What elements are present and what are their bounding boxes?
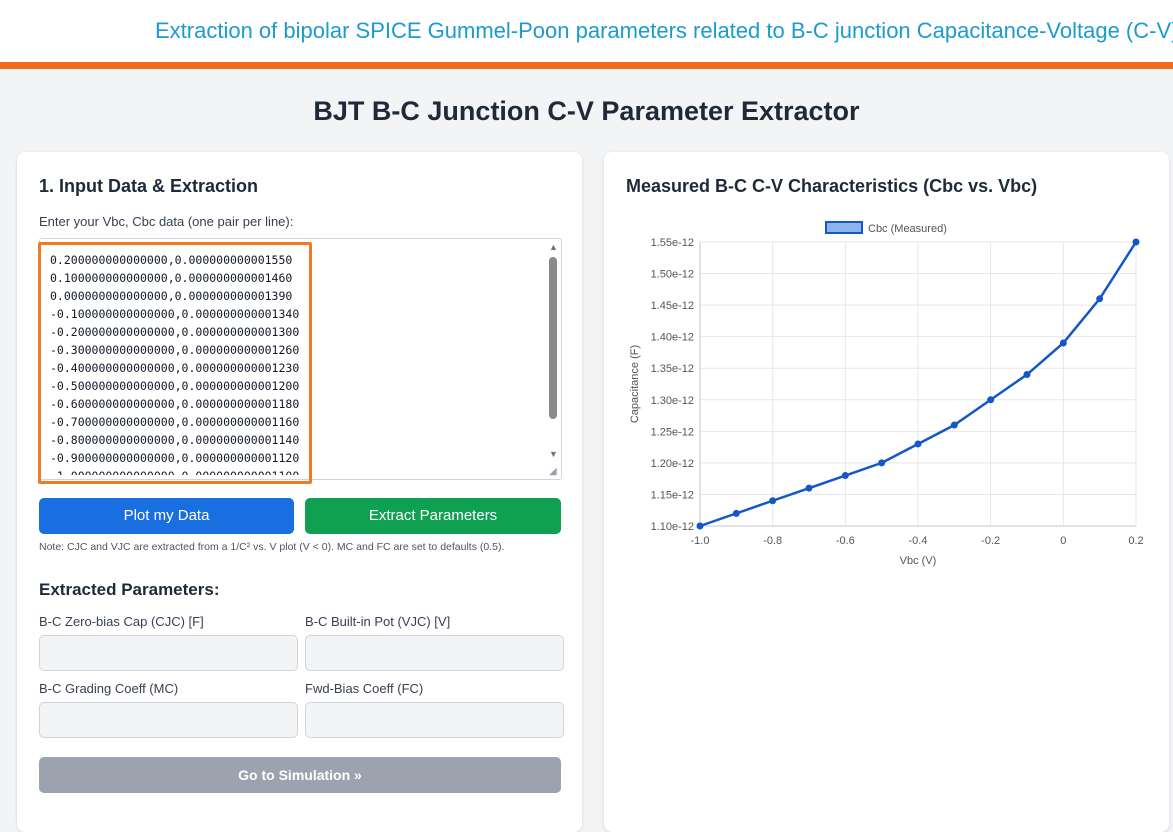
data-point <box>950 421 958 429</box>
input-extraction-card: 1. Input Data & Extraction Enter your Vb… <box>17 152 582 832</box>
x-tick-label: -0.6 <box>836 535 855 547</box>
data-point <box>914 440 922 448</box>
y-tick-label: 1.15e-12 <box>651 489 694 501</box>
cjc-field[interactable] <box>39 635 298 671</box>
y-tick-label: 1.30e-12 <box>651 395 694 407</box>
data-line: -0.300000000000000,0.000000000001260 <box>50 343 300 357</box>
x-tick-label: -0.8 <box>763 535 782 547</box>
data-textarea[interactable]: 0.200000000000000,0.000000000001550 0.100… <box>39 238 562 480</box>
legend-swatch <box>825 221 863 234</box>
x-tick-label: 0 <box>1060 535 1066 547</box>
y-tick-label: 1.20e-12 <box>651 458 694 470</box>
mc-label: B-C Grading Coeff (MC) <box>39 681 179 696</box>
scrollbar-thumb[interactable] <box>549 257 557 419</box>
data-input-label: Enter your Vbc, Cbc data (one pair per l… <box>39 214 294 229</box>
data-point <box>987 396 995 404</box>
data-point <box>805 484 813 492</box>
x-tick-label: 0.2 <box>1128 535 1143 547</box>
banner-title: Extraction of bipolar SPICE Gummel-Poon … <box>155 18 1173 43</box>
fc-label: Fwd-Bias Coeff (FC) <box>305 681 424 696</box>
data-line: -0.800000000000000,0.000000000001140 <box>50 433 300 447</box>
data-point <box>878 459 886 467</box>
y-tick-label: 1.25e-12 <box>651 426 694 438</box>
vjc-field[interactable] <box>305 635 564 671</box>
y-tick-label: 1.45e-12 <box>651 300 694 312</box>
data-line: 0.000000000000000,0.000000000001390 <box>50 289 293 303</box>
data-point <box>1132 238 1140 246</box>
extraction-note: Note: CJC and VJC are extracted from a 1… <box>39 541 505 553</box>
y-axis-title: Capacitance (F) <box>629 345 641 423</box>
plot-data-button[interactable]: Plot my Data <box>39 498 294 534</box>
chart-card-title: Measured B-C C-V Characteristics (Cbc vs… <box>626 176 1038 196</box>
banner-accent-bar <box>0 62 1173 69</box>
data-point <box>769 497 777 505</box>
data-textarea-content[interactable]: 0.200000000000000,0.000000000001550 0.100… <box>50 251 299 475</box>
data-line: 0.100000000000000,0.000000000001460 <box>50 271 293 285</box>
data-line: -0.700000000000000,0.000000000001160 <box>50 415 300 429</box>
go-to-simulation-button[interactable]: Go to Simulation » <box>39 757 561 793</box>
vjc-label: B-C Built-in Pot (VJC) [V] <box>305 614 451 629</box>
page-title: BJT B-C Junction C-V Parameter Extractor <box>313 96 860 126</box>
textarea-scrollbar[interactable]: ▲ ▼ <box>545 239 561 465</box>
scroll-down-icon[interactable]: ▼ <box>549 449 558 459</box>
chart-card: Measured B-C C-V Characteristics (Cbc vs… <box>604 152 1169 832</box>
x-tick-label: -1.0 <box>691 535 710 547</box>
data-point <box>732 509 740 517</box>
x-axis-title: Vbc (V) <box>900 555 937 567</box>
data-point <box>1096 295 1104 303</box>
data-line: -0.100000000000000,0.000000000001340 <box>50 307 300 321</box>
legend-label: Cbc (Measured) <box>868 223 947 235</box>
data-line: -0.900000000000000,0.000000000001120 <box>50 451 300 465</box>
y-tick-label: 1.35e-12 <box>651 363 694 375</box>
y-tick-label: 1.55e-12 <box>651 237 694 249</box>
data-point <box>696 522 704 530</box>
data-point <box>1023 371 1031 379</box>
data-line: -0.200000000000000,0.000000000001300 <box>50 325 300 339</box>
x-tick-label: -0.4 <box>909 535 928 547</box>
y-tick-label: 1.40e-12 <box>651 332 694 344</box>
y-tick-label: 1.10e-12 <box>651 521 694 533</box>
extract-parameters-button[interactable]: Extract Parameters <box>305 498 561 534</box>
data-point <box>841 472 849 480</box>
x-tick-label: -0.2 <box>981 535 1000 547</box>
data-point <box>1059 339 1067 347</box>
data-line: -0.400000000000000,0.000000000001230 <box>50 361 300 375</box>
input-card-title: 1. Input Data & Extraction <box>39 176 259 196</box>
cv-chart: 1.10e-12 1.15e-12 1.20e-12 1.25e-12 1.30e-12… <box>629 221 1144 567</box>
cjc-label: B-C Zero-bias Cap (CJC) [F] <box>39 614 204 629</box>
data-line: -1.000000000000000,0.000000000001100 <box>50 467 299 475</box>
data-line: -0.500000000000000,0.000000000001200 <box>50 379 300 393</box>
top-banner: Extraction of bipolar SPICE Gummel-Poon … <box>0 0 1173 62</box>
scroll-up-icon[interactable]: ▲ <box>549 242 558 252</box>
data-line: -0.600000000000000,0.000000000001180 <box>50 397 300 411</box>
fc-field[interactable] <box>305 702 564 738</box>
data-line: 0.200000000000000,0.000000000001550 <box>50 253 293 267</box>
mc-field[interactable] <box>39 702 298 738</box>
y-tick-label: 1.50e-12 <box>651 269 694 281</box>
resize-handle-icon[interactable]: ◢ <box>549 466 557 477</box>
extracted-parameters-title: Extracted Parameters: <box>39 580 220 599</box>
